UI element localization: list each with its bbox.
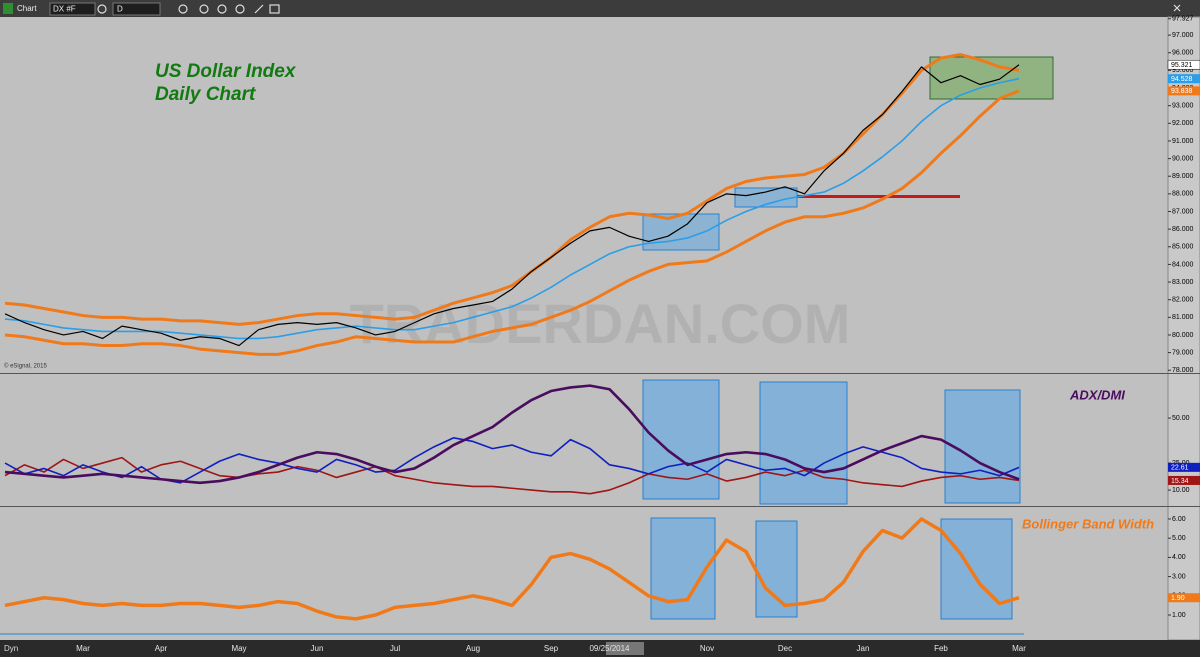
y-tick-label: 89.000 xyxy=(1172,173,1194,180)
y-tick-label: 95.000 xyxy=(1172,67,1194,74)
y-tick-label: 84.000 xyxy=(1172,261,1194,268)
x-tick-label: Aug xyxy=(466,644,480,653)
tool-icon[interactable] xyxy=(217,4,227,14)
x-tick-label: Mar xyxy=(1012,644,1026,653)
x-tick-label: Feb xyxy=(934,644,948,653)
interval-text[interactable]: D xyxy=(117,5,123,14)
symbol-text[interactable]: DX #F xyxy=(53,5,76,14)
last-value-tag xyxy=(1168,462,1200,472)
last-value-tag xyxy=(1168,86,1200,96)
panel-title: Bollinger Band Width xyxy=(1022,516,1154,531)
watermark: TRADERDAN.COM xyxy=(350,292,851,355)
y-tick-label: 93.000 xyxy=(1172,103,1194,110)
interval-input[interactable] xyxy=(112,2,161,16)
last-value-label: 1.90 xyxy=(1171,595,1185,602)
last-value-tag xyxy=(1168,475,1200,485)
tool-icon[interactable] xyxy=(199,4,209,14)
tool-icon[interactable] xyxy=(269,4,280,14)
tool-icon[interactable] xyxy=(254,4,264,14)
window-title: Chart xyxy=(17,4,37,13)
y-tick-label: 97.000 xyxy=(1172,32,1194,39)
last-value-label: 93.838 xyxy=(1171,88,1193,95)
last-value-label: 95.321 xyxy=(1171,62,1193,69)
symbol-input[interactable] xyxy=(49,2,96,16)
y-tick-label: 96.000 xyxy=(1172,50,1194,57)
x-tick-label: Nov xyxy=(700,644,714,653)
last-value-label: 22.61 xyxy=(1171,465,1189,472)
series-line xyxy=(4,64,1020,347)
y-tick-label: 86.000 xyxy=(1172,226,1194,233)
tool-icon[interactable] xyxy=(97,4,107,14)
chart-title: US Dollar Index xyxy=(155,61,297,82)
y-tick-label: 87.000 xyxy=(1172,208,1194,215)
y-tick-label: 6.00 xyxy=(1172,516,1186,523)
x-tick-label: Jul xyxy=(390,644,400,653)
y-tick-label: 1.00 xyxy=(1172,612,1186,619)
mode-label[interactable]: Dyn xyxy=(4,644,18,653)
panel-title: ADX/DMI xyxy=(1069,387,1125,402)
annotations xyxy=(0,56,1054,635)
tool-icon[interactable] xyxy=(178,4,188,14)
last-value-tag xyxy=(1168,593,1200,603)
last-value-label: 94.528 xyxy=(1171,76,1193,83)
y-tick-label: 10.00 xyxy=(1172,487,1190,494)
app-icon xyxy=(3,3,13,14)
cursor-date-box xyxy=(606,642,644,655)
y-tick-label: 50.00 xyxy=(1172,415,1190,422)
highlight-box xyxy=(944,389,1021,504)
y-tick-label: 80.000 xyxy=(1172,332,1194,339)
x-tick-label: 09/25/2014 xyxy=(589,644,630,653)
credit: © eSignal, 2015 xyxy=(4,363,47,370)
series-line xyxy=(4,456,1020,495)
y-tick-label: 78.000 xyxy=(1172,367,1194,374)
series-line xyxy=(4,77,1020,340)
series-line xyxy=(4,384,1020,485)
x-tick-label: Sep xyxy=(544,644,559,653)
last-value-tag xyxy=(1168,74,1200,84)
y-tick-label: 85.000 xyxy=(1172,244,1194,251)
series-line xyxy=(4,89,1020,356)
tool-icon[interactable] xyxy=(235,4,245,14)
y-tick-label: 3.00 xyxy=(1172,573,1186,580)
y-tick-label: 83.000 xyxy=(1172,279,1194,286)
y-tick-label: 4.00 xyxy=(1172,554,1186,561)
series-line xyxy=(4,53,1020,326)
x-tick-label: Jan xyxy=(857,644,870,653)
y-tick-label: 82.000 xyxy=(1172,297,1194,304)
y-tick-label: 79.000 xyxy=(1172,349,1194,356)
y-tick-label: 5.00 xyxy=(1172,535,1186,542)
close-icon[interactable] xyxy=(1173,4,1181,12)
series-line xyxy=(4,517,1020,621)
y-tick-label: 81.000 xyxy=(1172,314,1194,321)
y-tick-label: 90.000 xyxy=(1172,155,1194,162)
y-tick-label: 97.927 xyxy=(1172,16,1194,23)
highlight-box xyxy=(755,520,798,618)
last-value-label: 15.34 xyxy=(1171,478,1189,485)
toolbar-icons xyxy=(97,4,1181,14)
y-tick-label: 92.000 xyxy=(1172,120,1194,127)
highlight-box xyxy=(759,381,848,505)
price-axis xyxy=(1167,16,1200,641)
last-value-tag xyxy=(1167,59,1200,70)
toolbar xyxy=(0,0,1200,17)
y-tick-label: 91.000 xyxy=(1172,138,1194,145)
chart-subtitle: Daily Chart xyxy=(155,84,256,105)
x-tick-label: Apr xyxy=(155,644,168,653)
x-tick-label: Jun xyxy=(311,644,324,653)
time-axis xyxy=(0,640,1200,657)
y-tick-label: 88.000 xyxy=(1172,191,1194,198)
x-tick-label: Dec xyxy=(778,644,792,653)
x-tick-label: Mar xyxy=(76,644,90,653)
x-tick-label: May xyxy=(231,644,246,653)
highlight-box xyxy=(642,213,720,251)
